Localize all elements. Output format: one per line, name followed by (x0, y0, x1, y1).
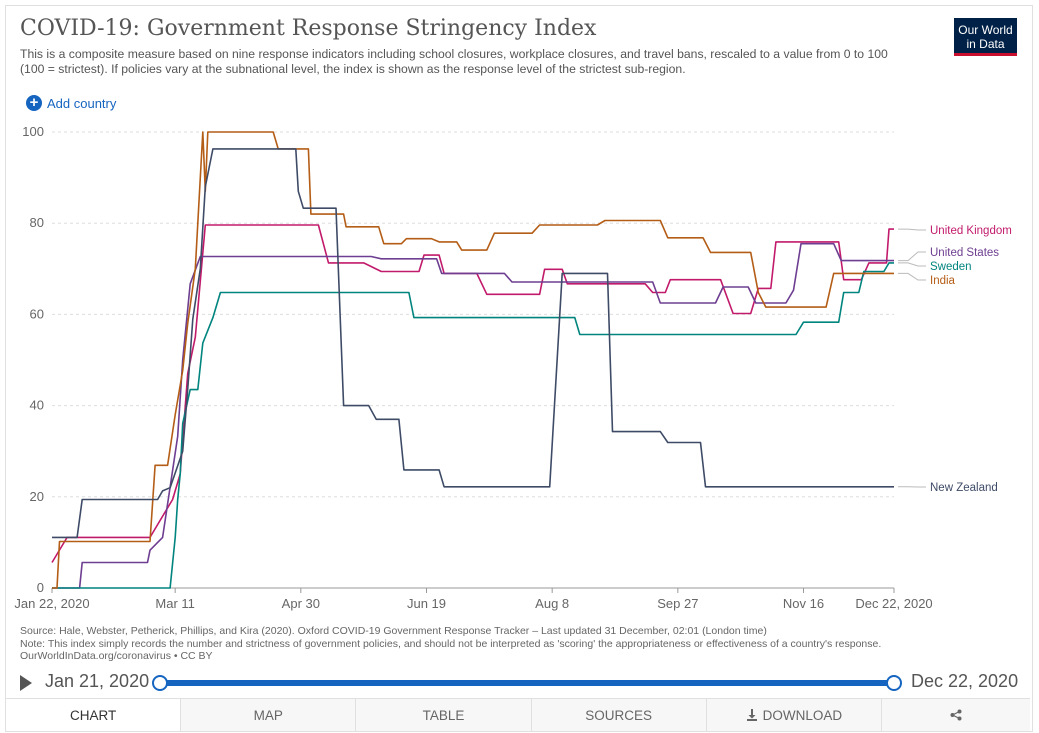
logo-line-1: Our World (958, 23, 1013, 37)
chart-subtitle: This is a composite measure based on nin… (20, 47, 888, 76)
share-icon (950, 709, 962, 721)
grid-lines (52, 131, 894, 589)
url-text[interactable]: OurWorldInData.org/coronavirus • CC BY (20, 650, 213, 662)
series-label-united-kingdom[interactable]: United Kingdom (930, 225, 1012, 237)
series-label-new-zealand[interactable]: New Zealand (930, 482, 998, 494)
x-axis: Jan 22, 2020 Mar 11 Apr 30 Jun 19 Aug 8 Sep 2… (14, 588, 933, 611)
plus-icon: + (26, 95, 42, 111)
tab-download[interactable]: DOWNLOAD (705, 699, 881, 731)
line-chart: 0 20 40 60 80 100 Jan 22, 2020 Mar 11 Apr 30 Jun… (14, 124, 1012, 611)
chart-frame (5, 5, 1033, 732)
y-tick-label: 80 (30, 215, 44, 230)
add-country-button[interactable]: + Add country (26, 95, 116, 111)
timeline-start-handle[interactable] (152, 675, 168, 691)
timeline-track[interactable] (160, 680, 894, 686)
y-tick-label: 100 (22, 124, 44, 139)
timeline: Jan 21, 2020 Dec 22, 2020 (20, 670, 1020, 696)
series-line-sweden[interactable] (52, 262, 894, 589)
owid-logo[interactable]: Our World in Data (954, 18, 1017, 56)
series-line-new-zealand[interactable] (52, 148, 894, 539)
x-tick-label: Dec 22, 2020 (855, 596, 932, 611)
tab-chart[interactable]: CHART (6, 699, 181, 731)
series-label-united-states[interactable]: United States (930, 247, 999, 259)
tab-download-label: DOWNLOAD (762, 707, 843, 723)
note-text: Note: This index simply records the numb… (20, 637, 882, 650)
tab-table-label: TABLE (422, 707, 465, 723)
label-connector (898, 251, 926, 262)
tab-share[interactable] (880, 699, 1030, 731)
series-label-india[interactable]: India (930, 275, 956, 287)
add-country-label: Add country (47, 95, 117, 111)
x-tick-label: Jun 19 (407, 596, 446, 611)
timeline-end-label: Dec 22, 2020 (911, 671, 1019, 691)
tab-chart-label: CHART (69, 707, 117, 723)
x-tick-label: Nov 16 (783, 596, 824, 611)
y-tick-label: 60 (30, 306, 44, 321)
source-text: Source: Hale, Webster, Petherick, Philli… (20, 625, 767, 637)
tab-bar: CHART MAP TABLE SOURCES DOWNLOAD (6, 698, 1030, 731)
tab-sources[interactable]: SOURCES (530, 699, 706, 731)
series-label-sweden[interactable]: Sweden (930, 261, 972, 273)
series-line-united-states[interactable] (52, 242, 894, 589)
x-tick-label: Aug 8 (535, 596, 569, 611)
y-tick-label: 40 (30, 398, 44, 413)
y-tick-label: 20 (30, 489, 44, 504)
logo-line-2: in Data (966, 37, 1005, 51)
timeline-start-label: Jan 21, 2020 (45, 671, 150, 691)
series-line-india[interactable] (52, 131, 894, 589)
x-tick-label: Mar 11 (155, 596, 195, 611)
label-connector (898, 228, 926, 231)
chart-title: COVID-19: Government Response Stringency… (20, 16, 597, 41)
tab-sources-label: SOURCES (585, 707, 653, 723)
tab-table[interactable]: TABLE (355, 699, 531, 731)
label-connector (898, 262, 926, 267)
y-tick-label: 0 (37, 580, 44, 595)
timeline-end-handle[interactable] (886, 675, 902, 691)
tab-map-label: MAP (253, 707, 283, 723)
play-icon[interactable] (20, 675, 32, 691)
series-labels: United Kingdom United States Sweden India Ne… (898, 225, 1012, 494)
series-lines (51, 131, 894, 589)
x-tick-label: Apr 30 (282, 596, 320, 611)
x-tick-label: Jan 22, 2020 (14, 596, 89, 611)
x-tick-label: Sep 27 (657, 596, 698, 611)
y-axis: 0 20 40 60 80 100 (22, 124, 44, 595)
chart-footer: Source: Hale, Webster, Petherick, Philli… (20, 625, 1010, 663)
download-icon (746, 709, 757, 721)
label-connector (898, 272, 926, 281)
tab-map[interactable]: MAP (180, 699, 356, 731)
